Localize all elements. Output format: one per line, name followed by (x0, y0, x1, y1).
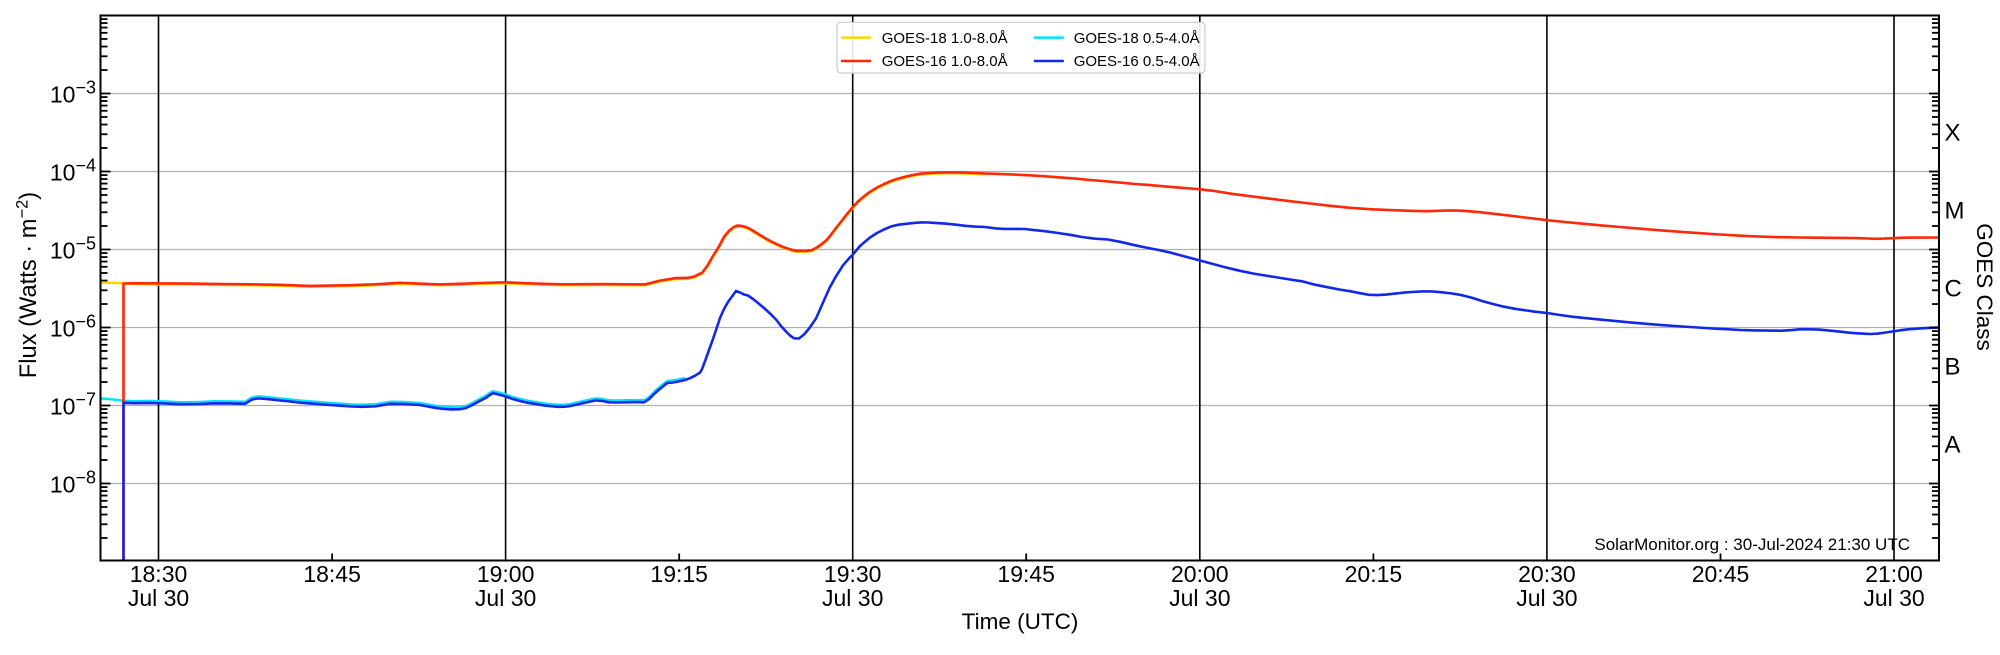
svg-text:A: A (1945, 432, 1961, 459)
svg-text:19:00: 19:00 (477, 561, 535, 587)
svg-text:10−8: 10−8 (50, 468, 96, 498)
svg-text:20:45: 20:45 (1692, 561, 1750, 587)
svg-text:18:45: 18:45 (303, 561, 361, 587)
svg-text:GOES Class: GOES Class (1972, 223, 1997, 351)
svg-text:C: C (1945, 276, 1962, 303)
svg-text:Jul 30: Jul 30 (822, 585, 883, 611)
svg-text:20:15: 20:15 (1345, 561, 1403, 587)
svg-text:GOES-18 0.5-4.0Å: GOES-18 0.5-4.0Å (1074, 30, 1200, 47)
svg-text:Jul 30: Jul 30 (1169, 585, 1230, 611)
svg-text:X: X (1945, 120, 1961, 147)
svg-text:Jul 30: Jul 30 (1516, 585, 1577, 611)
svg-text:Time (UTC): Time (UTC) (962, 609, 1079, 634)
svg-text:20:30: 20:30 (1518, 561, 1576, 587)
svg-text:21:00: 21:00 (1865, 561, 1923, 587)
svg-text:Jul 30: Jul 30 (475, 585, 536, 611)
svg-text:18:30: 18:30 (130, 561, 188, 587)
svg-text:19:15: 19:15 (650, 561, 708, 587)
svg-text:GOES-16 1.0-8.0Å: GOES-16 1.0-8.0Å (882, 53, 1008, 70)
svg-text:Flux (Watts · m−2): Flux (Watts · m−2) (14, 192, 43, 378)
svg-text:SolarMonitor.org : 30-Jul-2024: SolarMonitor.org : 30-Jul-2024 21:30 UTC (1594, 535, 1910, 554)
svg-text:Jul 30: Jul 30 (128, 585, 189, 611)
svg-text:20:00: 20:00 (1171, 561, 1229, 587)
svg-text:B: B (1945, 354, 1961, 381)
svg-text:Jul 30: Jul 30 (1863, 585, 1924, 611)
svg-text:M: M (1945, 198, 1965, 225)
svg-text:GOES-16 0.5-4.0Å: GOES-16 0.5-4.0Å (1074, 53, 1200, 70)
svg-text:GOES-18 1.0-8.0Å: GOES-18 1.0-8.0Å (882, 30, 1008, 47)
svg-text:19:30: 19:30 (824, 561, 882, 587)
svg-text:19:45: 19:45 (997, 561, 1055, 587)
